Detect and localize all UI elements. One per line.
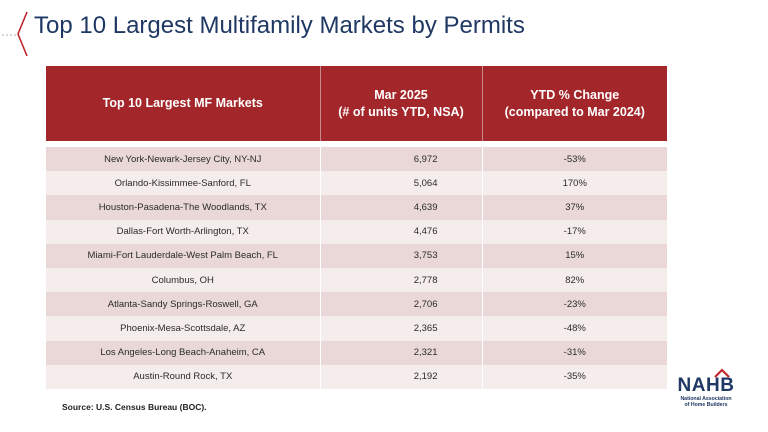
title-decoration-icon	[2, 11, 28, 57]
change-cell: -35%	[482, 364, 667, 389]
units-cell: 2,321	[320, 340, 483, 365]
units-cell: 2,192	[320, 364, 483, 389]
market-cell: Phoenix-Mesa-Scottsdale, AZ	[46, 316, 321, 341]
header-change-line2: (compared to Mar 2024)	[504, 104, 645, 119]
table-spacer-row	[46, 141, 667, 147]
units-cell: 2,778	[320, 267, 483, 293]
logo-line1: National Association	[680, 396, 732, 402]
nahb-logo: NAHB National Association of Home Builde…	[674, 368, 738, 408]
market-cell: New York-Newark-Jersey City, NY-NJ	[46, 147, 321, 172]
units-cell: 4,639	[320, 195, 483, 220]
change-cell: 37%	[482, 195, 667, 220]
source-note: Source: U.S. Census Bureau (BOC).	[62, 402, 207, 412]
table-row: Phoenix-Mesa-Scottsdale, AZ 2,365 -48%	[46, 316, 667, 341]
table-row: Austin-Round Rock, TX 2,192 -35%	[46, 364, 667, 389]
table-row: Columbus, OH 2,778 82%	[46, 267, 667, 293]
table-row: Houston-Pasadena-The Woodlands, TX 4,639 3…	[46, 195, 667, 220]
change-cell: 15%	[482, 243, 667, 268]
change-cell: 170%	[482, 171, 667, 196]
change-cell: -23%	[482, 292, 667, 317]
header-units-line1: Mar 2025	[374, 87, 428, 102]
logo-wordmark: NAHB	[677, 368, 735, 396]
table-header-row: Top 10 Largest MF Markets Mar 2025 (# of…	[46, 66, 667, 141]
market-cell: Houston-Pasadena-The Woodlands, TX	[46, 195, 321, 220]
header-market-label: Top 10 Largest MF Markets	[102, 96, 263, 110]
units-cell: 5,064	[320, 171, 483, 196]
table-row: Atlanta-Sandy Springs-Roswell, GA 2,706 -2…	[46, 292, 667, 317]
change-cell: -31%	[482, 340, 667, 365]
market-cell: Austin-Round Rock, TX	[46, 364, 321, 389]
units-cell: 4,476	[320, 219, 483, 244]
market-cell: Orlando-Kissimmee-Sanford, FL	[46, 171, 321, 196]
table-row: Los Angeles-Long Beach-Anaheim, CA 2,321-…	[46, 340, 667, 365]
markets-table: Top 10 Largest MF Markets Mar 2025 (# of…	[46, 66, 667, 389]
market-cell: Los Angeles-Long Beach-Anaheim, CA	[46, 340, 321, 365]
market-cell: Miami-Fort Lauderdale-West Palm Beach, F…	[46, 243, 321, 268]
change-cell: -53%	[482, 147, 667, 172]
header-change-line1: YTD % Change	[530, 87, 620, 102]
table-row: New York-Newark-Jersey City, NY-NJ 6,972-…	[46, 147, 667, 172]
market-cell: Atlanta-Sandy Springs-Roswell, GA	[46, 292, 321, 317]
table-row: Miami-Fort Lauderdale-West Palm Beach, F…	[46, 243, 667, 268]
table-body: New York-Newark-Jersey City, NY-NJ 6,972-…	[46, 141, 667, 389]
change-cell: 82%	[482, 267, 667, 293]
roof-icon	[713, 368, 730, 378]
units-cell: 6,972	[320, 147, 483, 172]
logo-word: NAHB	[677, 375, 735, 396]
units-cell: 2,706	[320, 292, 483, 317]
units-cell: 2,365	[320, 316, 483, 341]
market-cell: Columbus, OH	[46, 267, 321, 293]
table-row: Dallas-Fort Worth-Arlington, TX 4,476 -17%	[46, 219, 667, 244]
header-units-line2: (# of units YTD, NSA)	[338, 104, 464, 119]
header-market: Top 10 Largest MF Markets	[46, 66, 321, 141]
change-cell: -48%	[482, 316, 667, 341]
change-cell: -17%	[482, 219, 667, 244]
header-change: YTD % Change (compared to Mar 2024)	[482, 66, 667, 141]
market-cell: Dallas-Fort Worth-Arlington, TX	[46, 219, 321, 244]
logo-line2: of Home Builders	[684, 402, 728, 408]
table-row: Orlando-Kissimmee-Sanford, FL 5,064 170%	[46, 171, 667, 196]
page-title: Top 10 Largest Multifamily Markets by Pe…	[34, 12, 525, 39]
units-cell: 3,753	[320, 243, 483, 268]
header-units: Mar 2025 (# of units YTD, NSA)	[320, 66, 483, 141]
